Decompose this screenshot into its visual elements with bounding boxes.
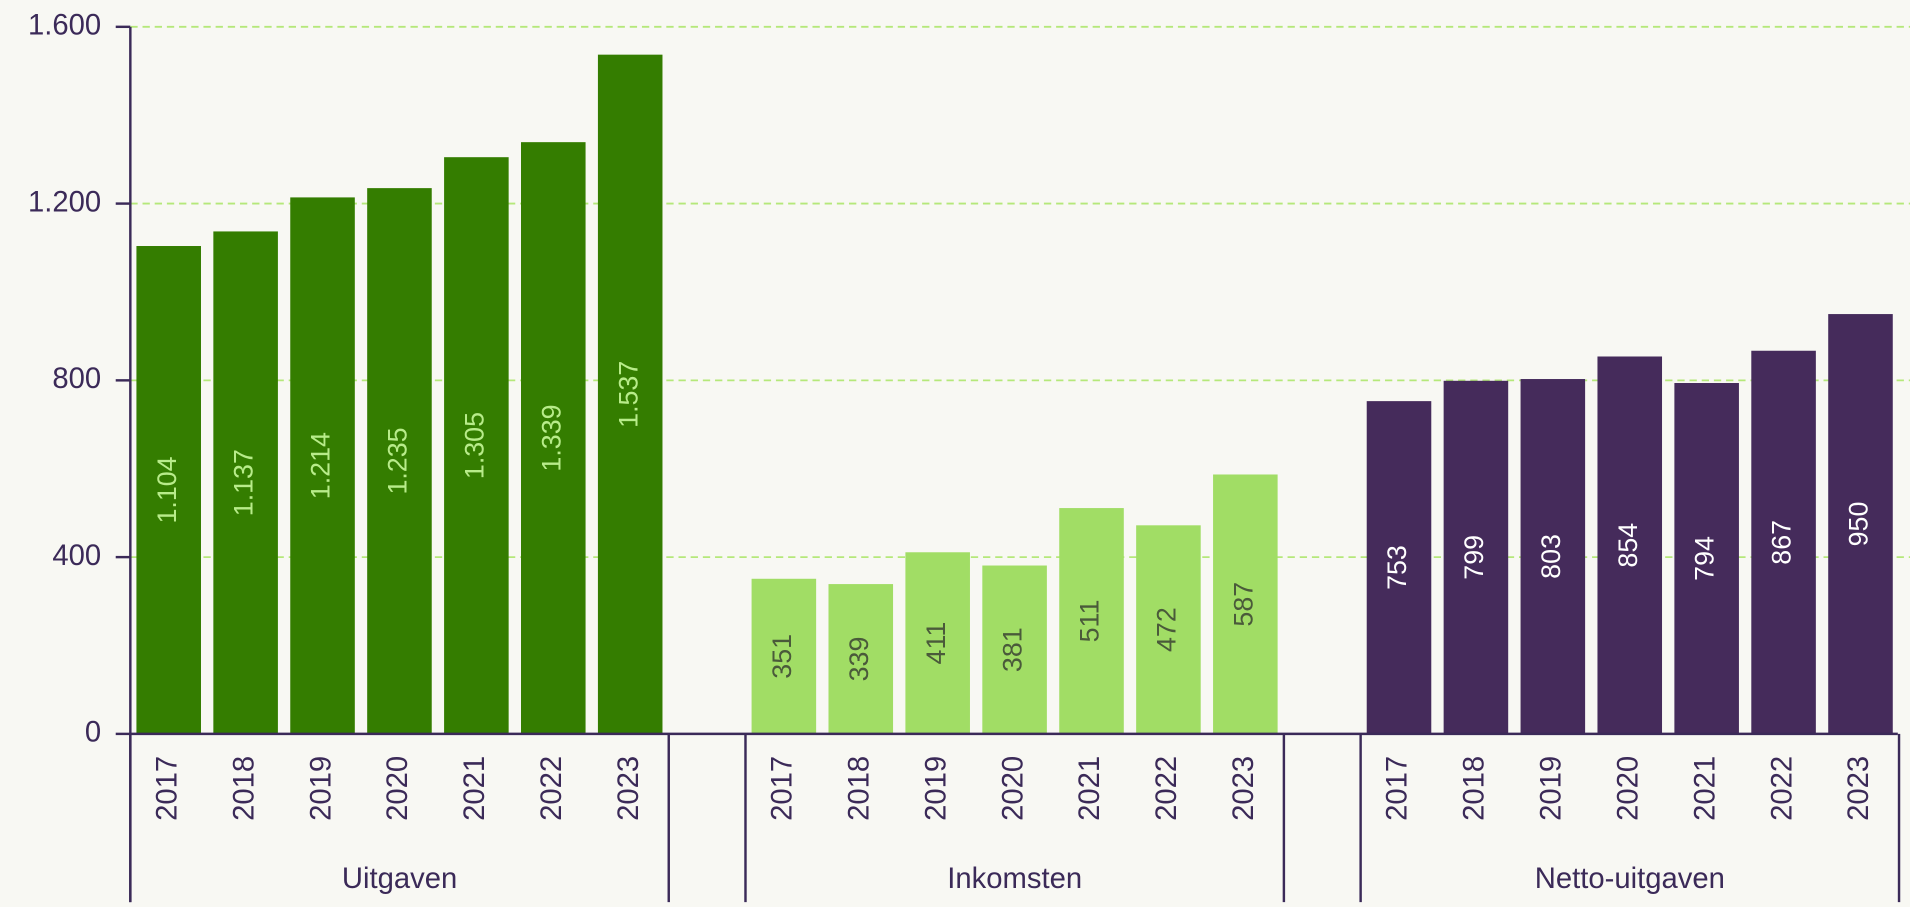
bar: [1136, 525, 1201, 734]
x-tick-label: 2018: [843, 756, 875, 821]
x-tick-label: 2021: [459, 756, 491, 821]
value-label: 472: [1152, 607, 1182, 652]
y-tick-label: 0: [85, 717, 101, 749]
value-label: 867: [1767, 520, 1797, 565]
x-tick-label: 2023: [1843, 756, 1875, 821]
x-tick-label: 2017: [767, 756, 799, 821]
group-label: Netto-uitgaven: [1535, 863, 1725, 895]
x-tick-label: 2020: [997, 756, 1029, 821]
value-label: 587: [1228, 582, 1258, 627]
value-label: 799: [1459, 535, 1489, 580]
value-label: 339: [844, 637, 874, 682]
value-label: 1.137: [229, 449, 259, 516]
bar: [1443, 380, 1509, 734]
value-label: 854: [1613, 523, 1643, 568]
x-tick-label: 2018: [1459, 756, 1491, 821]
value-label: 1.537: [613, 361, 643, 428]
x-tick-label: 2021: [1689, 756, 1721, 821]
value-label: 411: [921, 622, 951, 665]
x-tick-label: 2022: [536, 756, 568, 821]
y-tick-label: 1.200: [28, 186, 101, 218]
group-label: Inkomsten: [947, 863, 1082, 895]
bar: [1597, 356, 1663, 734]
bar: [1059, 508, 1124, 734]
y-tick-label: 1.600: [28, 10, 101, 42]
x-tick-label: 2023: [613, 756, 645, 821]
bar: [1828, 314, 1893, 734]
x-tick-label: 2017: [151, 756, 183, 821]
bar: [828, 584, 894, 734]
x-tick-label: 2022: [1151, 756, 1183, 821]
value-label: 1.339: [536, 404, 566, 471]
bar: [1674, 383, 1739, 734]
bar: [1520, 379, 1586, 734]
value-label: 1.104: [152, 456, 182, 523]
bar: [905, 552, 970, 734]
value-label: 351: [767, 634, 797, 679]
bar: [290, 197, 355, 734]
value-label: 794: [1690, 536, 1720, 581]
bar: [751, 578, 817, 734]
bar: [1366, 401, 1432, 734]
bar: [136, 246, 201, 734]
value-label: 1.235: [383, 427, 413, 494]
bar: [444, 157, 509, 734]
y-tick-label: 400: [52, 540, 101, 572]
x-tick-label: 2022: [1766, 756, 1798, 821]
value-label: 950: [1844, 502, 1874, 547]
bar: [367, 188, 432, 734]
bar: [213, 231, 278, 734]
bar: [521, 142, 586, 734]
x-tick-label: 2020: [382, 756, 414, 821]
value-label: 1.214: [306, 432, 336, 499]
x-tick-label: 2020: [1612, 756, 1644, 821]
value-label: 511: [1075, 600, 1105, 643]
value-label: 381: [998, 627, 1028, 672]
value-label: 1.305: [459, 412, 489, 479]
x-tick-label: 2019: [1536, 756, 1568, 821]
y-tick-label: 800: [52, 363, 101, 395]
x-tick-label: 2019: [305, 756, 337, 821]
group-label: Uitgaven: [342, 863, 457, 895]
x-tick-label: 2018: [228, 756, 260, 821]
x-tick-label: 2021: [1074, 756, 1106, 821]
value-label: 803: [1536, 534, 1566, 579]
bar: [1751, 350, 1816, 734]
x-tick-label: 2017: [1382, 756, 1414, 821]
x-tick-label: 2019: [920, 756, 952, 821]
value-label: 753: [1382, 545, 1412, 590]
x-tick-label: 2023: [1228, 756, 1260, 821]
bar: [597, 54, 663, 734]
bar: [982, 565, 1047, 734]
bar: [1213, 474, 1278, 734]
